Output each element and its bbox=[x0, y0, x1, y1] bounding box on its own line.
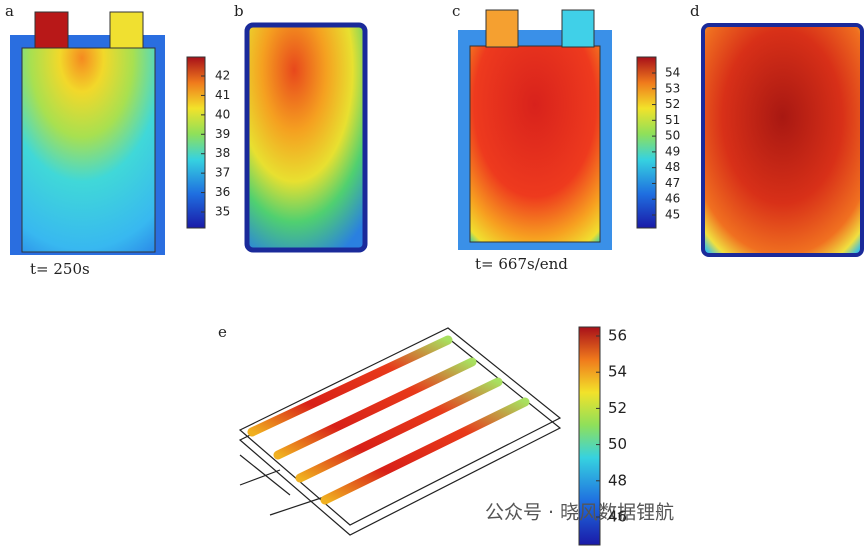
colorbar-tick-label: 54 bbox=[608, 363, 627, 381]
tab bbox=[109, 11, 144, 49]
colorbar bbox=[578, 326, 601, 546]
tab bbox=[485, 9, 519, 48]
colorbar-tick-label: 49 bbox=[665, 144, 680, 158]
tab bbox=[34, 11, 69, 49]
panel-label: e bbox=[218, 323, 227, 341]
colorbar-tick-label: 40 bbox=[215, 107, 230, 121]
panel-caption: t= 250s bbox=[30, 260, 90, 278]
cooling-channel bbox=[247, 335, 530, 505]
colorbar-tick-label: 52 bbox=[665, 97, 680, 111]
colorbar-tick-label: 50 bbox=[608, 435, 627, 453]
panel-caption: t= 667s/end bbox=[475, 255, 568, 273]
colorbar-tick-label: 36 bbox=[215, 185, 230, 199]
watermark: 公众号 · 晓风数据锂航 bbox=[485, 502, 674, 524]
battery-heatmap bbox=[21, 47, 156, 253]
panel-label: b bbox=[234, 2, 244, 20]
tab bbox=[561, 9, 595, 48]
colorbar-tick-label: 52 bbox=[608, 399, 627, 417]
battery-heatmap bbox=[469, 45, 601, 243]
colorbar-tick-label: 51 bbox=[665, 113, 680, 127]
colorbar-tick-label: 45 bbox=[665, 208, 680, 222]
colorbar-tick-label: 46 bbox=[665, 192, 680, 206]
colorbar-tick-label: 37 bbox=[215, 166, 230, 180]
colorbar-tick-label: 50 bbox=[665, 129, 680, 143]
colorbar-tick-label: 38 bbox=[215, 146, 230, 160]
colorbar-tick-label: 41 bbox=[215, 88, 230, 102]
colorbar-tick-label: 54 bbox=[665, 66, 680, 80]
colorbar-tick-label: 39 bbox=[215, 127, 230, 141]
battery-edge bbox=[701, 23, 864, 257]
colorbar bbox=[636, 56, 657, 229]
colorbar-tick-label: 56 bbox=[608, 327, 627, 345]
colorbar-tick-label: 48 bbox=[608, 471, 627, 489]
panel-label: d bbox=[690, 2, 700, 20]
panel-label: c bbox=[452, 2, 460, 20]
battery-heatmap bbox=[247, 25, 365, 250]
battery-heatmap bbox=[703, 25, 862, 255]
colorbar bbox=[186, 56, 206, 229]
panel-label: a bbox=[5, 2, 14, 20]
colorbar-tick-label: 53 bbox=[665, 81, 680, 95]
colorbar-tick-label: 35 bbox=[215, 205, 230, 219]
colorbar-tick-label: 48 bbox=[665, 160, 680, 174]
colorbar-tick-label: 47 bbox=[665, 176, 680, 190]
colorbar-tick-label: 46 bbox=[608, 508, 627, 526]
colorbar-tick-label: 42 bbox=[215, 69, 230, 83]
battery-edge bbox=[244, 22, 368, 253]
